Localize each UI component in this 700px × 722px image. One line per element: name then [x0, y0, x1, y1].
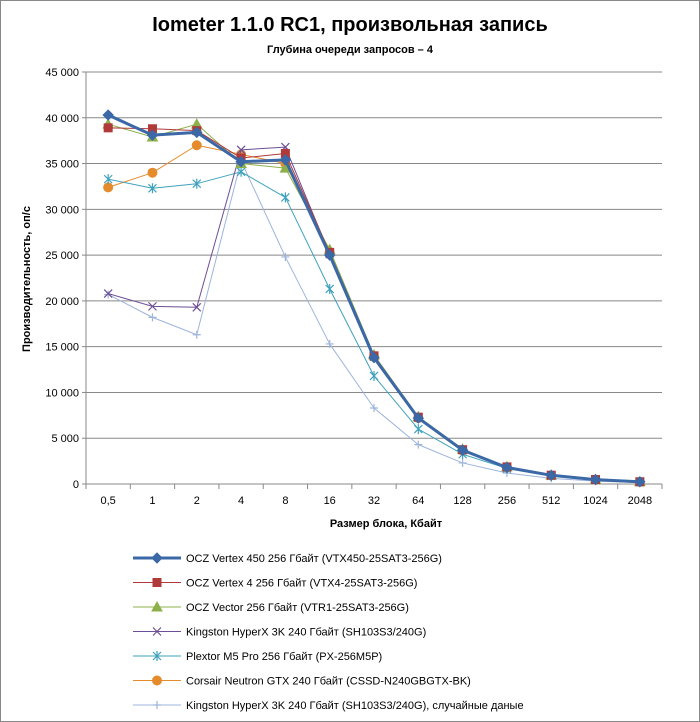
x-tick-label: 128 [453, 495, 471, 507]
data-point [456, 444, 469, 456]
data-point [323, 249, 336, 261]
x-tick-label: 16 [324, 495, 336, 507]
y-tick-label: 15 000 [45, 342, 79, 354]
data-point [280, 192, 290, 203]
data-point [192, 302, 202, 312]
data-point [103, 182, 114, 193]
legend-item-6: Corsair Neutron GTX 240 Гбайт (CSSD-N240… [133, 675, 471, 688]
x-tick-label: 256 [498, 495, 516, 507]
y-tick-label: 25 000 [45, 250, 79, 262]
data-point [545, 469, 557, 482]
data-point [102, 109, 114, 121]
legend-swatch-marker [152, 675, 162, 686]
legend-item-3: OCZ Vector 256 Гбайт (VTR1-25SAT3-256G) [133, 600, 409, 614]
data-point [281, 252, 290, 261]
series-1 [102, 109, 646, 488]
data-point [103, 123, 113, 133]
data-point [634, 476, 646, 488]
legend-swatch-marker [151, 552, 163, 564]
legend-item-5: Plextor M5 Pro 256 Гбайт (PX-256M5P) [133, 651, 382, 663]
axis-layer: 0 5 000 10 000 15 000 20 000 25 000 30 000 35 0… [45, 67, 663, 507]
data-point [146, 129, 159, 141]
y-tick-label: 45 000 [45, 67, 79, 79]
legend-label: OCZ Vector 256 Гбайт (VTR1-25SAT3-256G) [186, 602, 409, 614]
legend-label: Plextor M5 Pro 256 Гбайт (PX-256M5P) [186, 651, 382, 663]
legend-swatch-marker [153, 701, 161, 709]
data-point [192, 178, 202, 189]
data-point [147, 167, 158, 178]
legend-swatch-marker [152, 578, 162, 587]
data-point [325, 283, 335, 294]
data-point [369, 370, 379, 381]
data-point [325, 339, 334, 348]
y-tick-label: 5 000 [51, 433, 79, 445]
legend-swatch-marker [151, 600, 163, 612]
data-point [501, 461, 513, 474]
y-tick-label: 30 000 [45, 204, 79, 216]
legend-label: OCZ Vertex 450 256 Гбайт (VTX450-25SAT3-… [186, 553, 442, 565]
y-tick-label: 35 000 [45, 159, 79, 171]
data-point [103, 289, 113, 298]
y-tick-label: 20 000 [45, 296, 79, 308]
legend-swatch-marker [152, 627, 162, 636]
data-point [191, 126, 203, 139]
x-tick-label: 1024 [583, 495, 607, 507]
data-point [414, 440, 423, 449]
data-point [192, 330, 201, 339]
x-tick-label: 4 [238, 495, 244, 507]
legend-item-7: Kingston HyperX 3K 240 Гбайт (SH103S3/24… [133, 700, 524, 712]
chart-title: Iometer 1.1.0 RC1, произвольная запись [152, 14, 548, 36]
data-point [412, 412, 425, 424]
data-point [148, 183, 157, 194]
legend-item-1: OCZ Vertex 450 256 Гбайт (VTX450-25SAT3-… [133, 552, 442, 565]
x-tick-label: 32 [368, 495, 380, 507]
legend-label: Kingston HyperX 3K 240 Гбайт (SH103S3/24… [186, 627, 426, 639]
y-tick-label: 40 000 [45, 113, 79, 125]
legend-swatch-marker [152, 651, 162, 661]
x-tick-label: 64 [412, 495, 424, 507]
x-tick-label: 2 [194, 495, 200, 507]
x-tick-label: 8 [282, 495, 288, 507]
data-point [103, 174, 113, 185]
data-point [589, 473, 602, 486]
legend: OCZ Vertex 450 256 Гбайт (VTX450-25SAT3-… [133, 552, 524, 712]
data-point [236, 166, 246, 177]
data-point [148, 313, 157, 322]
data-point [191, 140, 202, 151]
legend-label: Corsair Neutron GTX 240 Гбайт (CSSD-N240… [186, 676, 471, 688]
x-tick-label: 0,5 [101, 495, 116, 507]
y-tick-label: 0 [73, 479, 79, 491]
x-tick-label: 2048 [628, 495, 652, 507]
x-tick-label: 512 [542, 495, 560, 507]
x-axis-label: Размер блока, Кбайт [330, 518, 443, 530]
data-point [458, 458, 467, 467]
data-point [279, 154, 292, 166]
legend-item-2: OCZ Vertex 4 256 Гбайт (VTX4-25SAT3-256G… [133, 578, 417, 590]
data-point [236, 145, 246, 155]
data-point [368, 351, 380, 364]
legend-label: OCZ Vertex 4 256 Гбайт (VTX4-25SAT3-256G… [186, 578, 417, 590]
series-layer [102, 109, 646, 488]
data-point [235, 156, 247, 168]
legend-item-4: Kingston HyperX 3K 240 Гбайт (SH103S3/24… [133, 627, 426, 639]
legend-label: Kingston HyperX 3K 240 Гбайт (SH103S3/24… [186, 700, 524, 712]
data-point [148, 301, 157, 311]
chart-subtitle: Глубина очереди запросов – 4 [267, 44, 434, 56]
data-point [413, 424, 423, 435]
y-axis-label: Производительность, оп/с [21, 206, 33, 352]
y-tick-label: 10 000 [45, 387, 79, 399]
data-point [370, 404, 378, 413]
x-tick-label: 1 [149, 495, 155, 507]
